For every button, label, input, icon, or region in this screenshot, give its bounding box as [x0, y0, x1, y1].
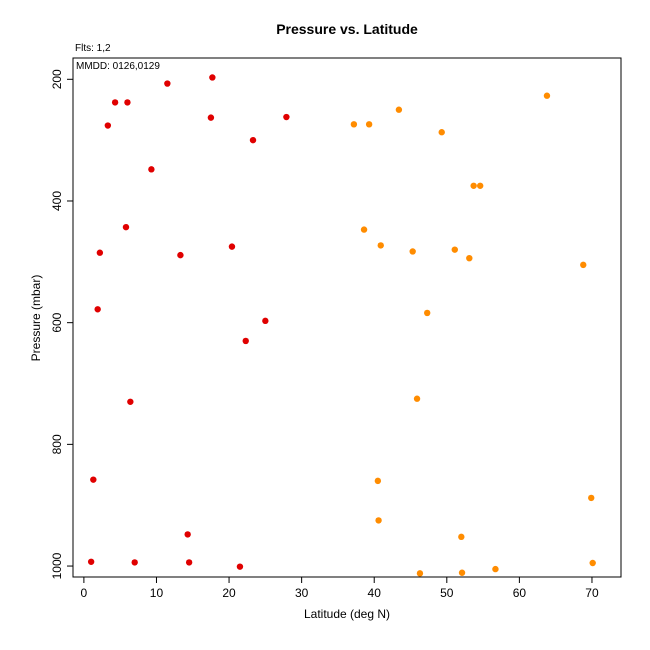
data-point-series-1: [124, 99, 131, 106]
y-tick-label: 200: [50, 69, 64, 89]
data-point-series-2: [492, 565, 499, 573]
data-point-series-2: [413, 395, 421, 402]
data-point-series-1: [185, 559, 193, 566]
plot-frame: [72, 57, 622, 578]
data-point-series-1: [236, 563, 244, 570]
data-point-series-2: [416, 570, 424, 577]
data-point-series-2: [476, 182, 484, 189]
data-point-series-2: [374, 477, 382, 485]
y-tick-label: 800: [50, 434, 64, 454]
data-point-series-2: [458, 569, 466, 576]
data-point-series-1: [104, 122, 112, 129]
data-point-series-2: [466, 254, 473, 262]
data-point-series-2: [350, 121, 358, 128]
data-point-series-1: [242, 337, 249, 345]
flights-note: Flts: 1,2: [75, 43, 111, 54]
data-point-series-1: [209, 74, 216, 81]
data-point-series-2: [470, 182, 477, 189]
data-point-series-2: [360, 226, 368, 233]
data-point-series-2: [580, 261, 587, 269]
x-tick-label: 70: [585, 586, 599, 600]
data-point-series-1: [262, 317, 269, 325]
data-point-series-2: [375, 517, 382, 524]
data-point-series-1: [184, 531, 191, 538]
data-point-series-2: [377, 242, 384, 249]
data-point-series-1: [207, 114, 215, 121]
data-point-series-1: [96, 249, 104, 256]
data-point-series-1: [249, 136, 257, 144]
x-tick-label: 50: [440, 586, 454, 600]
chart-title: Pressure vs. Latitude: [276, 21, 418, 37]
data-point-series-1: [90, 476, 97, 483]
x-axis-label: Latitude (deg N): [304, 607, 390, 621]
data-point-series-2: [409, 248, 416, 255]
y-tick-label: 1000: [50, 552, 64, 579]
data-points: [87, 74, 596, 577]
y-axis: 200 400 600 800 1000: [50, 69, 73, 579]
y-axis-label: Pressure (mbar): [29, 275, 43, 362]
data-point-series-1: [177, 251, 184, 259]
data-point-series-2: [438, 129, 445, 136]
data-point-series-2: [451, 246, 458, 253]
y-tick-label: 400: [50, 191, 64, 211]
x-tick-label: 20: [222, 586, 236, 600]
data-point-series-1: [148, 166, 155, 173]
data-point-series-1: [131, 559, 138, 566]
mmdd-note: MMDD: 0126,0129: [76, 61, 160, 72]
data-point-series-2: [424, 309, 431, 317]
data-point-series-1: [111, 99, 119, 106]
data-point-series-1: [94, 306, 101, 313]
x-tick-label: 30: [295, 586, 309, 600]
data-point-series-2: [588, 494, 595, 502]
y-tick-label: 600: [50, 312, 64, 332]
x-tick-label: 60: [513, 586, 527, 600]
data-point-series-2: [589, 559, 596, 567]
x-tick-label: 10: [150, 586, 164, 600]
data-point-series-2: [395, 106, 403, 113]
x-tick-label: 40: [368, 586, 382, 600]
x-tick-label: 0: [81, 586, 88, 600]
data-point-series-1: [164, 80, 171, 87]
x-axis: 0 10 20 30 40 50 60 70: [81, 577, 599, 600]
data-point-series-1: [87, 558, 95, 565]
data-point-series-2: [365, 121, 373, 128]
data-point-series-1: [122, 223, 130, 231]
data-point-series-1: [283, 113, 290, 121]
data-point-series-2: [458, 533, 465, 541]
data-point-series-1: [127, 398, 134, 405]
data-point-series-1: [228, 243, 236, 250]
data-point-series-2: [543, 92, 551, 99]
